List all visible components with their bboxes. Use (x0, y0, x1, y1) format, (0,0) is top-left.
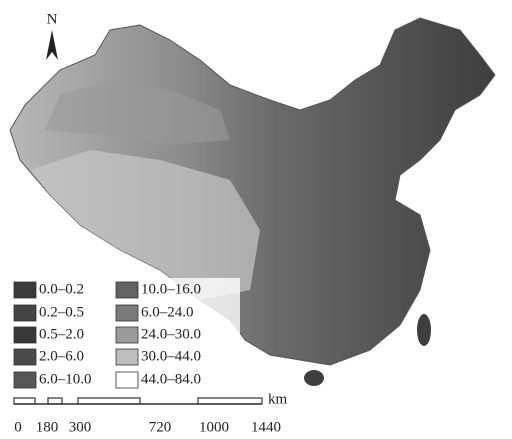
legend-label: 6.0–24.0 (141, 304, 194, 320)
scale-bar-segment (48, 398, 62, 404)
map: N km 0.0–0.2 0.2–0.5 0.5–2.0 2.0–6.0 6.0–10.… (0, 0, 512, 439)
legend-swatch (14, 372, 36, 388)
scale-tick-label: 300 (69, 419, 92, 435)
legend-label: 6.0–10.0 (39, 371, 92, 387)
legend-swatch (116, 372, 138, 388)
legend-swatch (14, 327, 36, 343)
legend-label: 44.0–84.0 (141, 371, 201, 387)
scale-bar-segment (198, 398, 262, 404)
scale-tick-label: 180 (36, 419, 59, 435)
legend-swatch (14, 305, 36, 321)
scale-tick-label: 1000 (199, 419, 229, 435)
legend-label: 0.5–2.0 (39, 326, 84, 342)
north-arrow (46, 30, 58, 60)
scale-bar-segment (78, 398, 140, 404)
legend-swatch (116, 282, 138, 298)
legend-label: 24.0–30.0 (141, 326, 201, 342)
legend-label: 30.0–44.0 (141, 348, 201, 364)
legend-swatch (116, 305, 138, 321)
scale-tick-label: 720 (149, 419, 172, 435)
scale-unit: km (268, 391, 288, 407)
north-label: N (47, 11, 58, 27)
hainan (304, 370, 324, 386)
legend-swatch (116, 349, 138, 365)
legend-swatch (116, 327, 138, 343)
legend-label: 0.0–0.2 (39, 281, 84, 297)
scale-bar-segment (14, 398, 35, 404)
scale-tick-label: 0 (14, 419, 22, 435)
legend-swatch (14, 349, 36, 365)
legend-label: 0.2–0.5 (39, 304, 84, 320)
legend-swatch (14, 282, 36, 298)
taiwan (417, 314, 431, 346)
scale-tick-label: 1440 (251, 419, 281, 435)
legend-label: 10.0–16.0 (141, 281, 201, 297)
legend-label: 2.0–6.0 (39, 348, 84, 364)
